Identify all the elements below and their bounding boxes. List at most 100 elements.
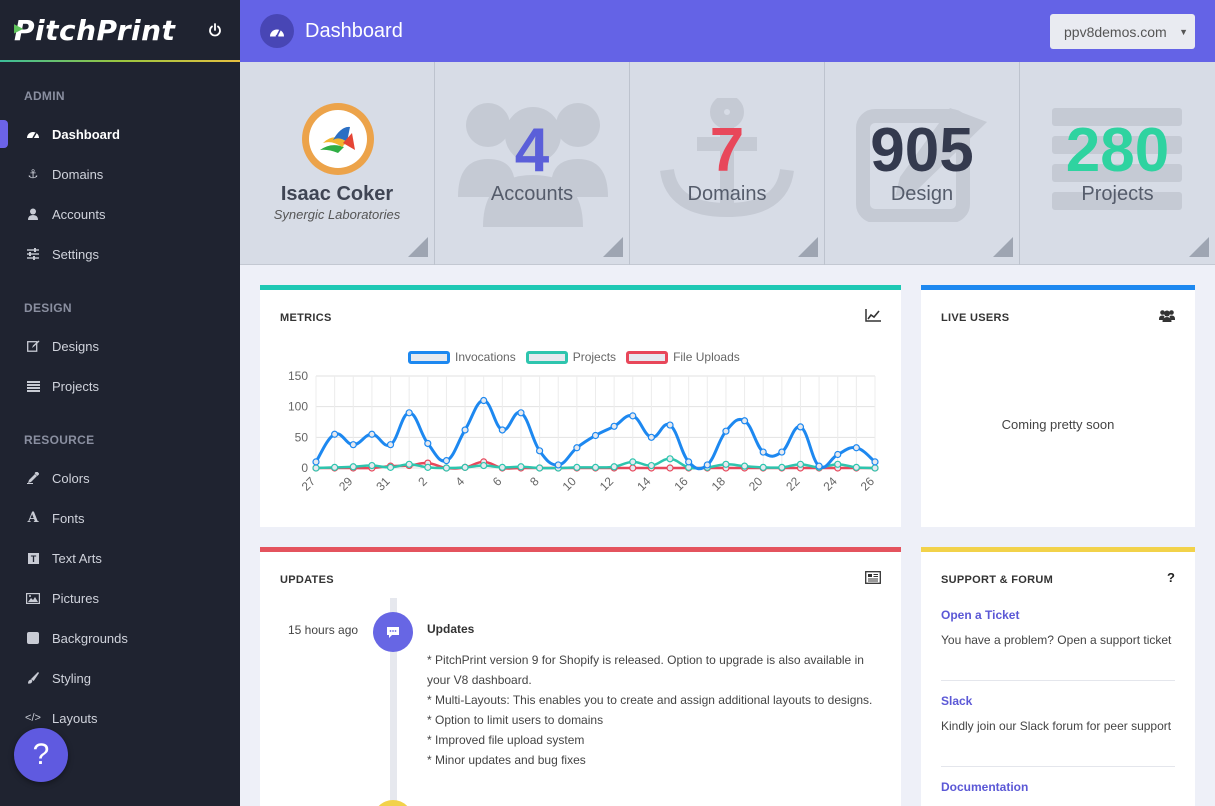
sidebar-item-designs[interactable]: Designs xyxy=(0,330,240,362)
x-tick-label: 24 xyxy=(821,474,841,494)
brand-bar: ▶ PitchPrint xyxy=(0,0,240,62)
domain-select[interactable]: ppv8demos.com ▼ xyxy=(1050,14,1195,49)
update-line: * Multi-Layouts: This enables you to cre… xyxy=(427,693,873,707)
data-point xyxy=(647,461,655,470)
sidebar-item-accounts[interactable]: Accounts xyxy=(0,198,240,230)
data-point xyxy=(871,458,879,466)
square-icon xyxy=(24,632,42,644)
sidebar-item-pictures[interactable]: Pictures xyxy=(0,582,240,614)
data-point xyxy=(722,427,730,435)
data-point xyxy=(349,463,357,471)
timeline-line xyxy=(390,598,397,806)
data-point xyxy=(480,461,488,470)
sidebar: ▶ PitchPrint ADMIN Dashboard ⚓ Domains A… xyxy=(0,0,240,806)
update-line: * Minor updates and bug fixes xyxy=(427,753,586,767)
sidebar-item-domains[interactable]: ⚓ Domains xyxy=(0,158,240,190)
data-point xyxy=(629,464,637,472)
data-point xyxy=(722,460,730,468)
newspaper-icon xyxy=(865,571,881,584)
data-point xyxy=(685,458,693,466)
data-point xyxy=(424,463,432,471)
sidebar-item-dashboard[interactable]: Dashboard xyxy=(0,118,240,150)
profile-company: Synergic Laboratories xyxy=(273,207,401,222)
sidebar-item-layouts[interactable]: </> Layouts xyxy=(25,710,98,726)
data-point xyxy=(498,463,506,471)
line-chart-icon[interactable] xyxy=(865,309,881,322)
update-line: * PitchPrint version 9 for Shopify is re… xyxy=(427,653,864,687)
legend-item-projects[interactable]: Projects xyxy=(525,350,616,364)
updates-title: UPDATES xyxy=(280,574,334,586)
stat-tile-accounts[interactable]: 4 Accounts xyxy=(435,62,630,265)
avatar[interactable] xyxy=(302,103,374,175)
data-point xyxy=(647,433,655,441)
stat-tile-domains[interactable]: 7 Domains xyxy=(630,62,825,265)
open-ticket-link[interactable]: Open a Ticket xyxy=(941,608,1020,622)
metrics-title: METRICS xyxy=(280,312,332,324)
brush-icon xyxy=(24,672,42,684)
data-point xyxy=(666,455,674,463)
support-item-desc: You have a problem? Open a support ticke… xyxy=(941,633,1172,647)
update-line: * Option to limit users to domains xyxy=(427,713,604,727)
x-tick-label: 12 xyxy=(597,474,617,494)
live-users-title: LIVE USERS xyxy=(941,312,1010,324)
sidebar-item-fonts[interactable]: A Fonts xyxy=(0,502,240,534)
tile-corner-icon xyxy=(603,237,623,257)
y-tick-label: 150 xyxy=(288,369,308,383)
data-point xyxy=(312,458,320,466)
stat-tile-projects[interactable]: 280 Projects xyxy=(1020,62,1215,265)
sidebar-item-styling[interactable]: Styling xyxy=(0,662,240,694)
data-point xyxy=(703,461,711,469)
question-icon[interactable]: ? xyxy=(1167,570,1175,585)
sidebar-item-backgrounds[interactable]: Backgrounds xyxy=(0,622,240,654)
legend-item-file-uploads[interactable]: File Uploads xyxy=(626,350,740,364)
pitchprint-logo[interactable]: ▶ PitchPrint xyxy=(14,13,176,47)
power-icon[interactable] xyxy=(208,23,222,37)
data-point xyxy=(536,447,544,455)
tile-corner-icon xyxy=(993,237,1013,257)
support-item-slack: Slack Kindly join our Slack forum for pe… xyxy=(941,694,1175,736)
data-point xyxy=(517,463,525,471)
update-line: * Improved file upload system xyxy=(427,733,585,747)
tile-corner-icon xyxy=(798,237,818,257)
anchor-icon: ⚓ xyxy=(27,167,39,181)
users-icon xyxy=(458,103,608,227)
help-chat-button[interactable]: ? xyxy=(14,728,68,782)
profile-tile[interactable]: Isaac Coker Synergic Laboratories xyxy=(240,62,435,265)
x-tick-label: 31 xyxy=(373,474,393,494)
stat-accounts-label: Accounts xyxy=(490,183,574,205)
stat-design-value: 905 xyxy=(870,116,974,185)
data-point xyxy=(331,430,339,438)
sidebar-item-colors[interactable]: Colors xyxy=(0,462,240,494)
data-point xyxy=(834,460,842,468)
updates-card: UPDATES 15 hours ago Updates * PitchPrin… xyxy=(260,547,901,806)
stat-tile-design[interactable]: 905 Design xyxy=(825,62,1020,265)
domain-select-value: ppv8demos.com xyxy=(1064,23,1167,40)
data-point xyxy=(852,444,860,452)
sidebar-item-text-arts[interactable]: T Text Arts xyxy=(0,542,240,574)
legend-item-invocations[interactable]: Invocations xyxy=(408,350,516,364)
users-icon xyxy=(1159,310,1175,322)
documentation-link[interactable]: Documentation xyxy=(941,780,1029,794)
data-point xyxy=(796,460,805,468)
section-title-resource: RESOURCE xyxy=(24,433,95,447)
x-tick-label: 26 xyxy=(858,474,878,494)
support-title: SUPPORT & FORUM xyxy=(941,574,1054,586)
data-point xyxy=(796,423,805,431)
sidebar-item-projects[interactable]: Projects xyxy=(0,370,240,402)
sliders-icon xyxy=(24,248,42,260)
x-tick-label: 14 xyxy=(634,474,654,494)
data-point xyxy=(834,450,842,459)
sidebar-item-settings[interactable]: Settings xyxy=(0,238,240,270)
data-point xyxy=(368,461,376,470)
data-point xyxy=(740,417,749,425)
dashboard-icon xyxy=(260,14,294,48)
data-point xyxy=(461,463,469,471)
comment-icon xyxy=(373,612,413,652)
data-point xyxy=(386,463,395,471)
data-point xyxy=(312,464,320,472)
image-icon xyxy=(24,592,42,604)
data-point xyxy=(554,461,562,469)
slack-link[interactable]: Slack xyxy=(941,694,973,708)
data-point xyxy=(740,462,749,470)
